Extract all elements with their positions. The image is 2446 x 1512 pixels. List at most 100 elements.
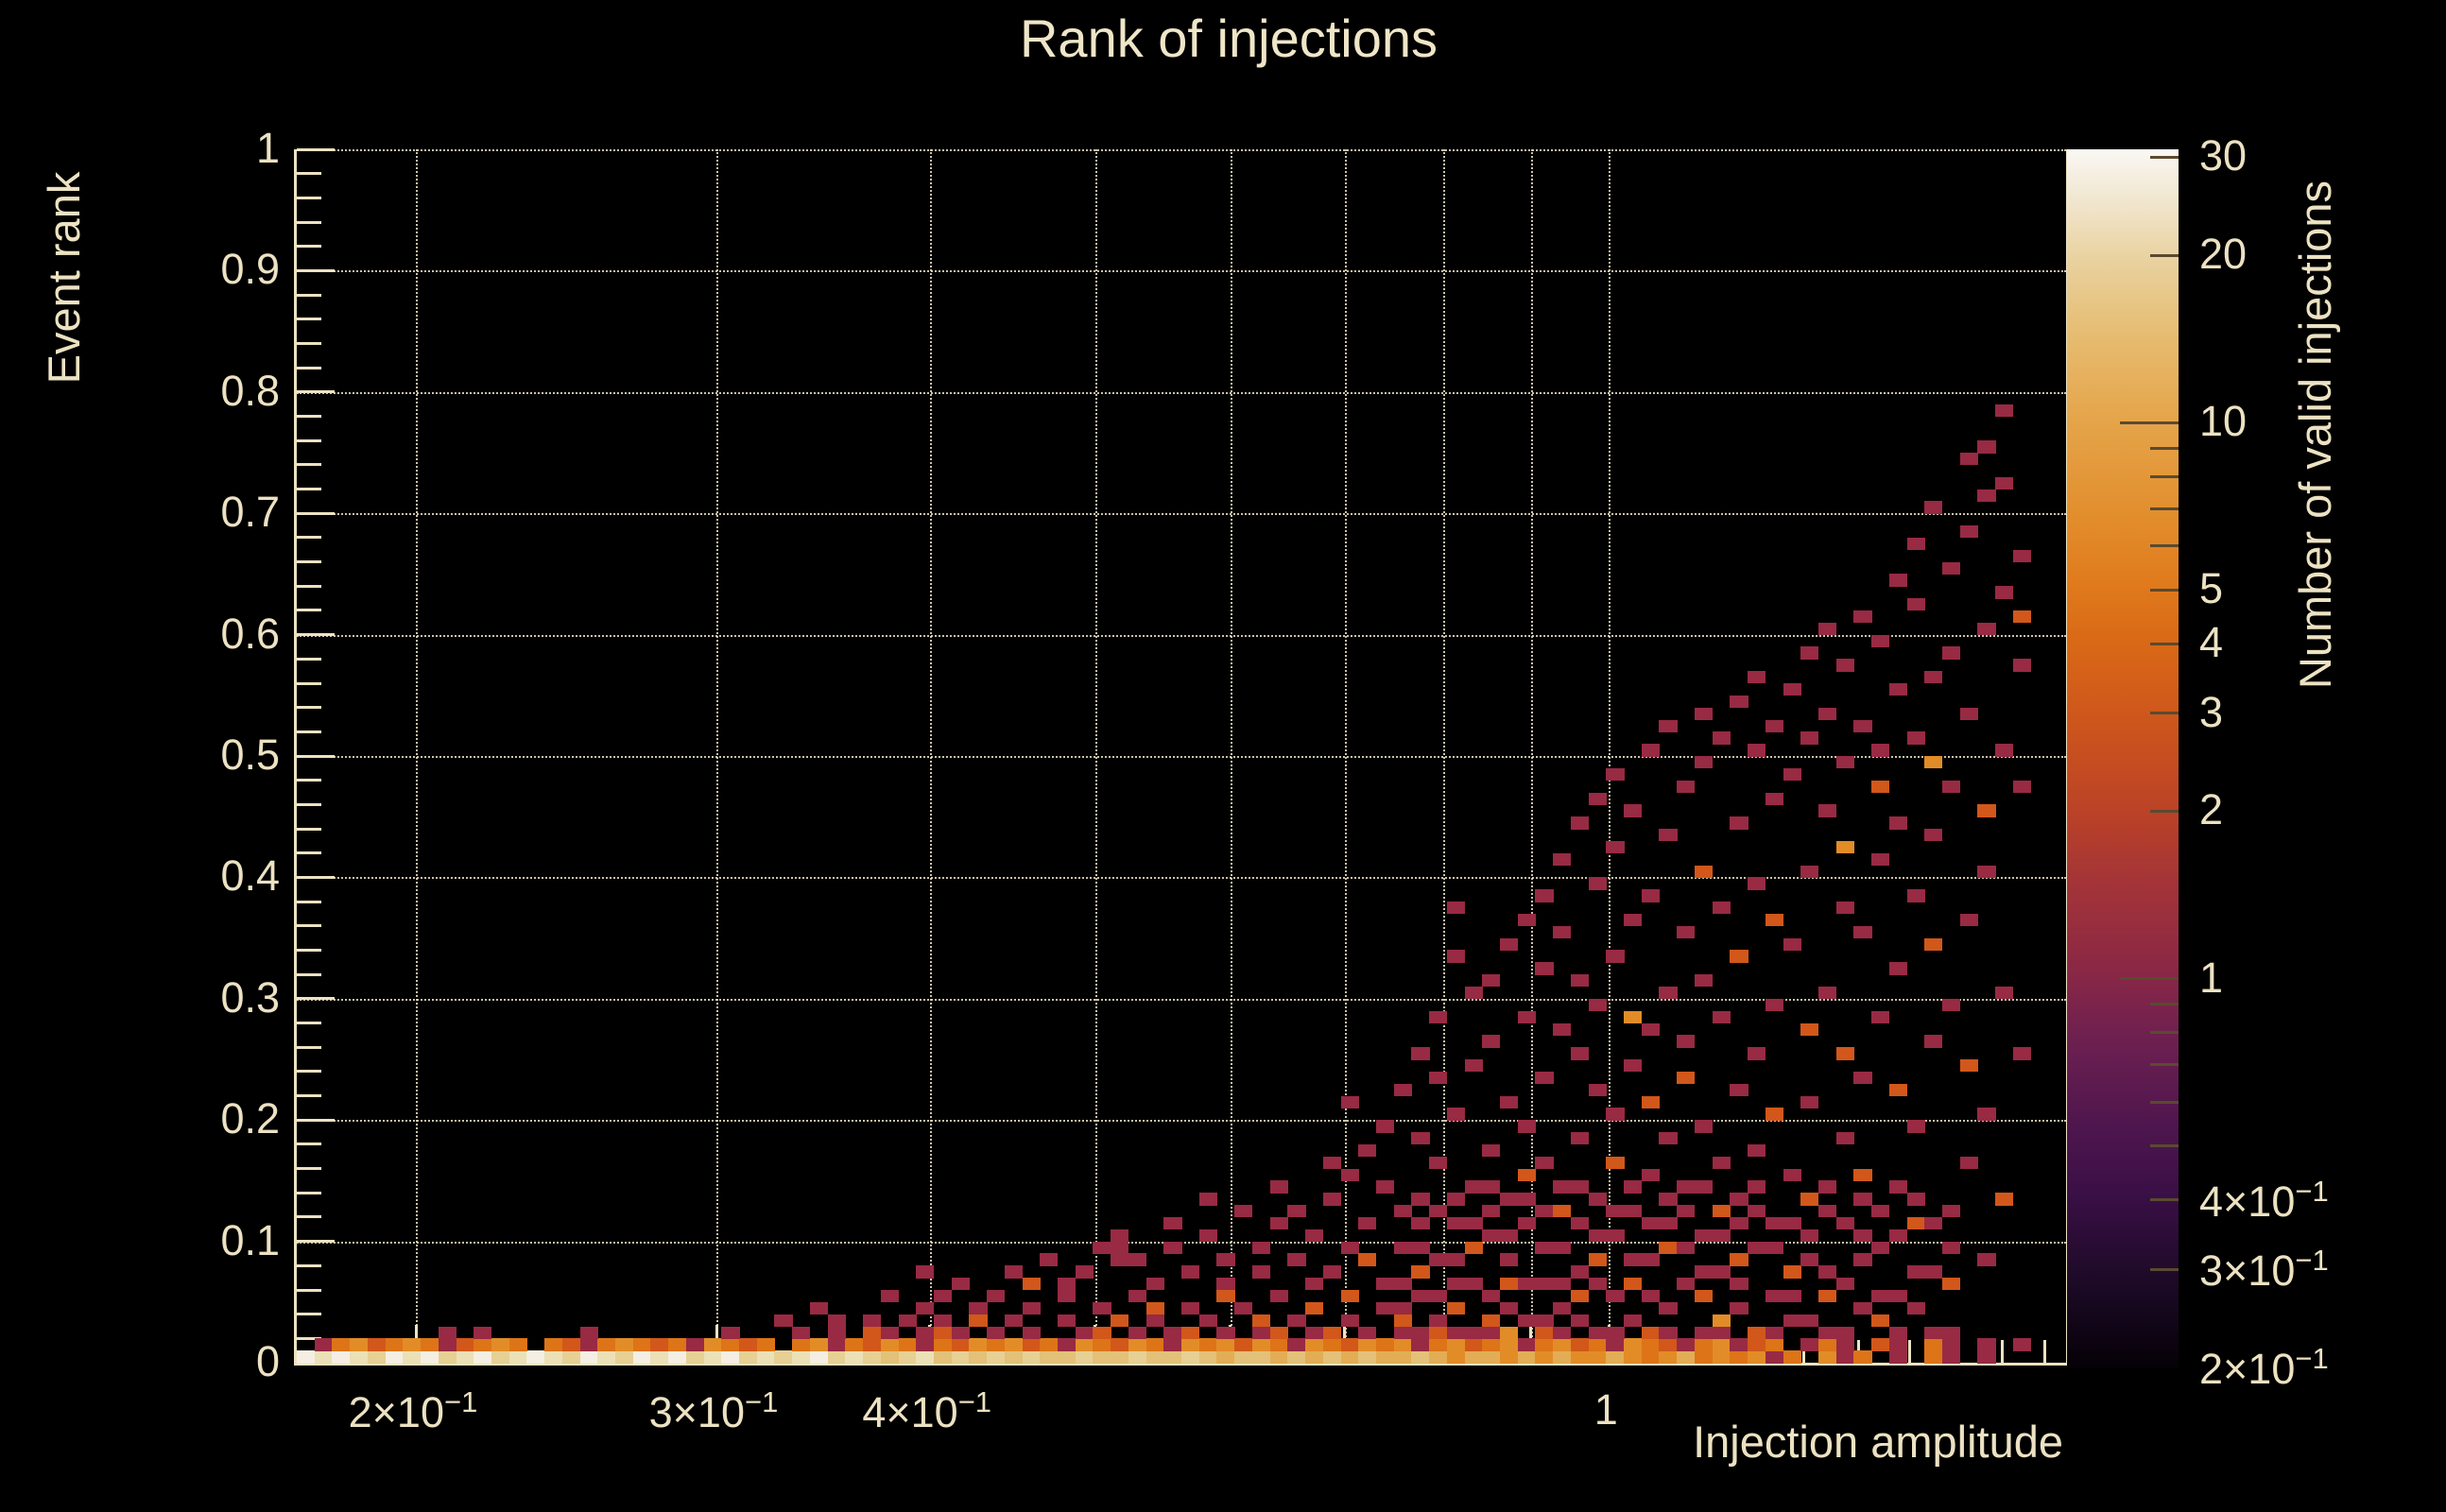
heatmap-cell — [1641, 1216, 1660, 1230]
heatmap-cell — [1358, 1350, 1377, 1364]
x-tick-label: 2×10−1 — [348, 1385, 478, 1436]
y-minor-tick — [297, 1191, 321, 1194]
heatmap-cell — [1906, 598, 1925, 611]
heatmap-cell — [1446, 1216, 1466, 1230]
heatmap-cell — [1446, 1278, 1466, 1291]
heatmap-cell — [1888, 1350, 1908, 1364]
heatmap-cell — [1322, 1350, 1342, 1364]
heatmap-cell — [1322, 1193, 1342, 1206]
heatmap-cell — [1606, 840, 1625, 854]
heatmap-cell — [1606, 1350, 1625, 1364]
heatmap-cell — [1871, 634, 1890, 647]
heatmap-cell — [1694, 1350, 1714, 1364]
heatmap-cell — [1251, 1350, 1271, 1364]
heatmap-cell — [1959, 1059, 1978, 1073]
heatmap-cell — [1181, 1326, 1200, 1339]
heatmap-cell — [774, 1314, 793, 1327]
heatmap-cell — [1145, 1314, 1164, 1327]
heatmap-cell — [987, 1338, 1006, 1351]
h-gridline — [297, 391, 2066, 394]
heatmap-cell — [1482, 1314, 1501, 1327]
colorbar-tick — [2150, 642, 2179, 645]
heatmap-cell — [1093, 1350, 1111, 1364]
heatmap-cell — [1995, 586, 2014, 599]
heatmap-cell — [1358, 1326, 1377, 1339]
heatmap-cell — [1694, 1228, 1714, 1243]
heatmap-cell — [1783, 1265, 1801, 1279]
heatmap-cell — [1464, 987, 1483, 1000]
heatmap-cell — [1588, 877, 1607, 890]
y-minor-tick — [297, 1167, 321, 1171]
heatmap-cell — [1251, 1326, 1271, 1339]
heatmap-cell — [1694, 974, 1714, 988]
heatmap-cell — [1730, 695, 1748, 709]
heatmap-cell — [1375, 1338, 1395, 1351]
y-major-tick — [297, 1118, 335, 1122]
heatmap-cell — [1924, 1216, 1943, 1230]
heatmap-cell — [1748, 1143, 1766, 1158]
heatmap-cell — [1677, 1035, 1696, 1048]
heatmap-cell — [1694, 1326, 1714, 1339]
v-gridline — [716, 149, 718, 1363]
colorbar-tick-label: 3 — [2199, 687, 2224, 736]
heatmap-cell — [969, 1338, 988, 1351]
y-major-tick — [297, 997, 335, 1001]
heatmap-cell — [1888, 1338, 1908, 1351]
heatmap-cell — [1730, 1350, 1748, 1364]
y-minor-tick — [297, 1336, 321, 1340]
heatmap-cell — [1446, 950, 1466, 963]
colorbar-tick — [2150, 809, 2179, 813]
heatmap-cell — [1553, 1205, 1572, 1218]
y-tick-label: 0.5 — [220, 730, 280, 779]
heatmap-cell — [1765, 719, 1784, 732]
y-minor-tick — [297, 924, 321, 928]
heatmap-cell — [863, 1338, 882, 1351]
heatmap-cell — [1800, 731, 1819, 745]
heatmap-cell — [916, 1338, 935, 1351]
heatmap-cell — [1022, 1301, 1041, 1315]
v-gridline — [1609, 149, 1611, 1363]
heatmap-cell — [863, 1350, 882, 1364]
heatmap-cell — [1606, 1326, 1625, 1339]
heatmap-cell — [1659, 719, 1678, 732]
heatmap-cell — [1606, 1338, 1625, 1351]
heatmap-cell — [1853, 1228, 1872, 1243]
heatmap-cell — [456, 1338, 474, 1351]
heatmap-cell — [1111, 1314, 1129, 1327]
heatmap-cell — [1853, 1168, 1872, 1181]
heatmap-cell — [1606, 1228, 1625, 1243]
heatmap-cell — [1128, 1253, 1147, 1266]
heatmap-cell — [809, 1350, 829, 1364]
heatmap-cell — [1800, 1253, 1819, 1266]
heatmap-cell — [1748, 1326, 1766, 1339]
colorbar-tick-label: 20 — [2199, 230, 2248, 278]
heatmap-cell — [1783, 1290, 1801, 1303]
heatmap-cell — [1058, 1338, 1077, 1351]
heatmap-cell — [1517, 1350, 1536, 1364]
heatmap-cell — [1800, 865, 1819, 878]
heatmap-cell — [1712, 731, 1731, 745]
heatmap-cell — [1606, 1108, 1625, 1121]
heatmap-cell — [1959, 525, 1978, 539]
heatmap-cell — [1128, 1338, 1147, 1351]
heatmap-cell — [1411, 1241, 1430, 1254]
heatmap-cell — [1111, 1253, 1129, 1266]
heatmap-cell — [1340, 1314, 1359, 1327]
heatmap-cell — [1322, 1338, 1342, 1351]
heatmap-cell — [650, 1350, 669, 1364]
heatmap-cell — [809, 1301, 829, 1315]
heatmap-cell — [1977, 1253, 1996, 1266]
x-minor-tick — [2042, 1340, 2046, 1363]
colorbar-tick — [2150, 1100, 2179, 1104]
heatmap-cell — [1835, 1350, 1854, 1364]
y-minor-tick — [297, 972, 321, 976]
heatmap-cell — [1163, 1216, 1182, 1230]
y-tick-label: 0.2 — [220, 1094, 280, 1143]
heatmap-cell — [933, 1314, 953, 1327]
heatmap-cell — [1500, 1095, 1519, 1108]
heatmap-cell — [1535, 1241, 1554, 1254]
heatmap-cell — [685, 1350, 705, 1364]
colorbar-tick — [2150, 544, 2179, 548]
heatmap-cell — [1535, 1071, 1554, 1085]
y-axis-title: Event rank — [39, 171, 89, 385]
